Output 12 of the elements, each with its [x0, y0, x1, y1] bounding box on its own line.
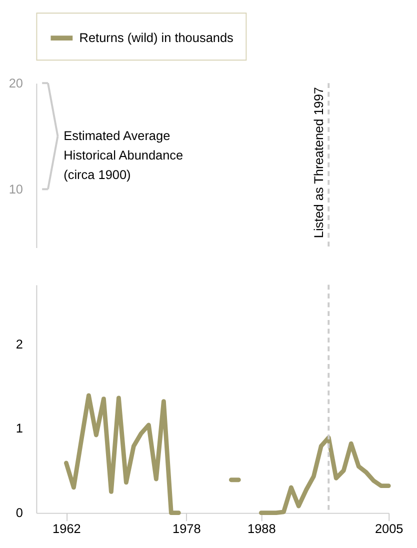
x-tick-label: 1988 [247, 520, 276, 536]
y-tick-label: 0 [16, 505, 24, 520]
x-tick-label: 1962 [52, 520, 81, 536]
y-tick-label: 2 [16, 336, 24, 352]
y-tick-label: 10 [8, 182, 24, 197]
ref-line-label: Listed as Threatened 1997 [310, 87, 326, 238]
annotation: Estimated Average Historical Abundance (circa 1900) [64, 128, 184, 182]
y-tick-label: 20 [8, 75, 24, 90]
x-tick-label: 1978 [172, 520, 201, 536]
legend-label: Returns (wild) in thousands [79, 30, 234, 45]
y-tick-label: 1 [16, 420, 24, 436]
x-tick-label: 2005 [374, 520, 404, 536]
